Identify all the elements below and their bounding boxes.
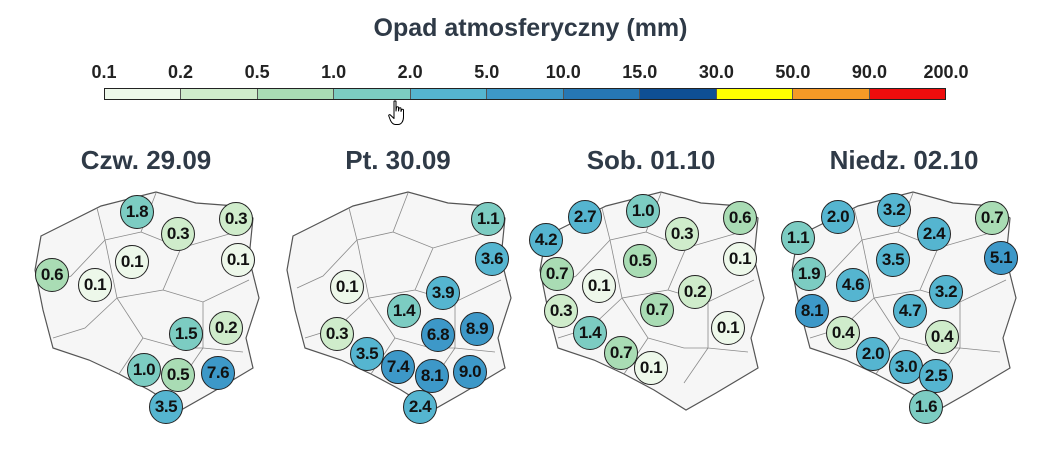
station-marker: 2.5 — [919, 359, 953, 393]
legend-color-segment — [334, 89, 411, 99]
station-marker: 0.1 — [78, 268, 112, 302]
station-marker: 1.0 — [626, 194, 660, 228]
station-marker: 0.3 — [544, 294, 578, 328]
station-marker: 1.9 — [792, 257, 826, 291]
station-marker: 2.0 — [856, 337, 890, 371]
station-marker: 2.0 — [821, 200, 855, 234]
station-marker: 0.4 — [925, 320, 959, 354]
legend-color-segment — [793, 89, 870, 99]
station-marker: 9.0 — [453, 355, 487, 389]
day-title-1: Czw. 29.09 — [80, 145, 212, 175]
legend-tick-label: 2.0 — [397, 62, 423, 82]
station-marker: 0.3 — [161, 217, 195, 251]
legend-tick-label: 5.0 — [474, 62, 500, 82]
station-marker: 0.2 — [678, 275, 712, 309]
station-marker: 0.1 — [221, 243, 255, 277]
legend-color-segment — [257, 89, 335, 99]
station-marker: 1.1 — [781, 221, 815, 255]
station-marker: 4.2 — [529, 223, 563, 257]
station-marker: 8.9 — [460, 312, 494, 346]
station-marker: 0.3 — [219, 202, 253, 236]
day-title-2: Pt. 30.09 — [345, 145, 451, 175]
station-marker: 3.6 — [475, 242, 509, 276]
station-marker: 3.2 — [877, 193, 911, 227]
station-marker: 1.4 — [573, 316, 607, 350]
legend-tick-label: 30.0 — [698, 62, 734, 82]
station-marker: 0.7 — [604, 336, 638, 370]
station-marker: 3.2 — [929, 275, 963, 309]
legend-color-segment — [105, 89, 182, 99]
legend-tick-label: 90.0 — [851, 62, 887, 82]
station-marker: 2.7 — [568, 200, 602, 234]
station-marker: 0.1 — [723, 242, 757, 276]
station-marker: 1.4 — [387, 294, 421, 328]
station-marker: 7.6 — [201, 356, 235, 390]
station-marker: 3.5 — [149, 390, 183, 424]
station-marker: 8.1 — [415, 359, 449, 393]
hand-cursor-icon — [388, 100, 406, 131]
station-marker: 7.4 — [381, 350, 415, 384]
station-marker: 1.0 — [127, 353, 161, 387]
legend-color-segment — [410, 89, 488, 99]
station-marker: 0.5 — [161, 358, 195, 392]
station-marker: 0.2 — [209, 311, 243, 345]
day-title-3: Sob. 01.10 — [586, 145, 716, 175]
station-marker: 0.1 — [582, 269, 616, 303]
station-marker: 2.4 — [403, 390, 437, 424]
station-marker: 3.5 — [350, 337, 384, 371]
station-marker: 1.6 — [909, 390, 943, 424]
station-marker: 1.8 — [120, 195, 154, 229]
legend-tick-label: 15.0 — [622, 62, 658, 82]
station-marker: 0.1 — [711, 311, 745, 345]
station-marker: 3.5 — [876, 243, 910, 277]
legend-tick-label: 0.1 — [91, 62, 117, 82]
station-marker: 4.6 — [836, 268, 870, 302]
legend-tick-label: 0.5 — [244, 62, 270, 82]
station-marker: 8.1 — [795, 294, 829, 328]
legend-color-segment — [487, 89, 564, 99]
station-marker: 0.6 — [35, 258, 69, 292]
station-marker: 0.7 — [540, 257, 574, 291]
legend-tick-label: 1.0 — [321, 62, 347, 82]
legend-color-segment — [640, 89, 717, 99]
legend-color-segment — [869, 89, 945, 99]
station-marker: 0.5 — [623, 244, 657, 278]
station-marker: 4.7 — [893, 294, 927, 328]
color-legend-bar — [104, 88, 946, 100]
day-title-4: Niedz. 02.10 — [829, 145, 979, 175]
station-marker: 1.5 — [169, 317, 203, 351]
station-marker: 0.1 — [634, 351, 668, 385]
station-marker: 0.6 — [723, 201, 757, 235]
legend-tick-label: 0.2 — [168, 62, 194, 82]
station-marker: 0.7 — [640, 293, 674, 327]
station-marker: 0.3 — [665, 217, 699, 251]
legend-tick-label: 50.0 — [775, 62, 811, 82]
station-marker: 3.0 — [889, 350, 923, 384]
station-marker: 5.1 — [984, 241, 1018, 275]
station-marker: 1.1 — [471, 202, 505, 236]
station-marker: 0.3 — [320, 317, 354, 351]
station-marker: 3.9 — [426, 276, 460, 310]
legend-labels: 0.1 0.2 0.5 1.0 2.0 5.0 10.0 15.0 30.0 50.0 90.0 20… — [0, 62, 1061, 86]
station-marker: 0.1 — [330, 270, 364, 304]
station-marker: 0.7 — [975, 201, 1009, 235]
legend-tick-label: 200.0 — [923, 62, 969, 82]
legend-color-segment — [181, 89, 258, 99]
legend-color-segment — [563, 89, 641, 99]
station-marker: 0.4 — [826, 316, 860, 350]
legend-color-segment — [716, 89, 794, 99]
legend-tick-label: 10.0 — [545, 62, 581, 82]
station-marker: 0.1 — [115, 245, 149, 279]
station-marker: 2.4 — [917, 217, 951, 251]
station-marker: 6.8 — [421, 318, 455, 352]
chart-title: Opad atmosferyczny (mm) — [373, 14, 688, 42]
